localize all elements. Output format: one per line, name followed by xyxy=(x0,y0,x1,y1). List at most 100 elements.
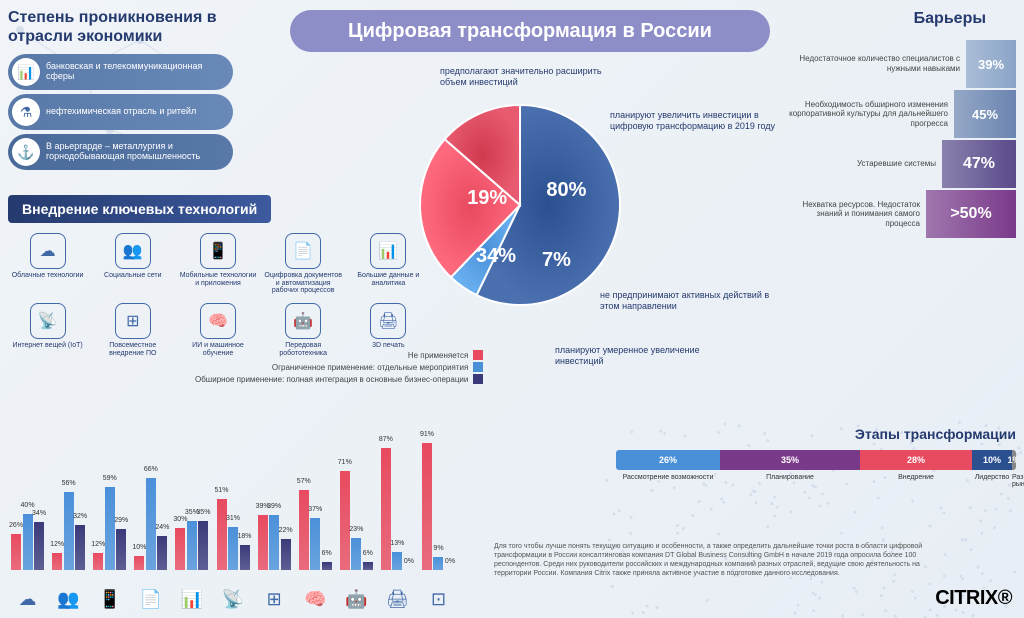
tech-label: Оцифровка документов и автоматизация раб… xyxy=(264,272,343,295)
pen-text: нефтехимическая отрасль и ритейл xyxy=(46,107,196,117)
pie-value: 7% xyxy=(542,249,571,272)
bar-category-icon: 📄 xyxy=(131,589,170,610)
bar-category-icon: ⊡ xyxy=(419,589,458,610)
bar-value: 39% xyxy=(267,503,281,510)
stage-segment: 28% xyxy=(860,450,972,470)
stage-segment: 10% xyxy=(972,450,1012,470)
tech-label: Социальные сети xyxy=(93,272,172,280)
legend-swatch xyxy=(473,350,483,360)
bar-value: 71% xyxy=(338,459,352,466)
barrier-value: 39% xyxy=(966,40,1016,88)
bar: 6% xyxy=(322,562,332,570)
bar-value: 51% xyxy=(215,487,229,494)
bar-value: 12% xyxy=(91,541,105,548)
bar: 56% xyxy=(64,492,74,570)
barriers-title: Барьеры xyxy=(786,10,1016,28)
bar-value: 59% xyxy=(103,475,117,482)
pie-chart: 80%7%34%19% xyxy=(410,95,630,315)
bar-category-icon: 📡 xyxy=(213,589,252,610)
pen-text: В арьергарде – металлургия и горнодобыва… xyxy=(46,142,225,162)
stage-segment: 35% xyxy=(720,450,860,470)
bar: 22% xyxy=(281,539,291,570)
stage-segment: 1% xyxy=(1012,450,1016,470)
bar-group: 12%59%29% xyxy=(90,420,129,570)
bar: 12% xyxy=(93,553,103,570)
bar: 9% xyxy=(433,557,443,570)
bar-value: 87% xyxy=(379,436,393,443)
tech-icon: 👥 xyxy=(115,233,151,269)
bar: 13% xyxy=(392,552,402,570)
bar-value: 0% xyxy=(404,558,414,565)
barrier-value: 47% xyxy=(942,140,1016,188)
bar-category-icon: 👥 xyxy=(49,589,88,610)
legend-swatch xyxy=(473,362,483,372)
stage-label: Внедрение xyxy=(860,474,972,488)
barrier-value: 45% xyxy=(954,90,1016,138)
stages-title: Этапы трансформации xyxy=(616,426,1016,442)
tech-icon: ☁ xyxy=(30,233,66,269)
barrier-row: Устаревшие системы47% xyxy=(786,140,1016,188)
bar-group: 39%39%22% xyxy=(255,420,294,570)
tech-item: 👥 Социальные сети xyxy=(93,233,172,295)
bar-value: 12% xyxy=(50,541,64,548)
bar-value: 34% xyxy=(32,510,46,517)
bar: 39% xyxy=(269,515,279,570)
tech-icon: 📡 xyxy=(30,303,66,339)
bar-value: 32% xyxy=(73,513,87,520)
bar-value: 91% xyxy=(420,431,434,438)
brand-logo: CITRIX® xyxy=(935,587,1012,610)
bar-value: 57% xyxy=(297,478,311,485)
tech-label: Интернет вещей (IoT) xyxy=(8,342,87,350)
bar-value: 37% xyxy=(308,506,322,513)
bar-value: 24% xyxy=(155,524,169,531)
bar-group: 71%23%6% xyxy=(337,420,376,570)
legend-swatch xyxy=(473,374,483,384)
pen-text: банковская и телекоммуникационная сферы xyxy=(46,62,225,82)
bar-value: 56% xyxy=(62,480,76,487)
legend-item: Обширное применение: полная интеграция в… xyxy=(195,374,483,384)
pie-callout: предполагают значительно расширить объем… xyxy=(440,66,610,88)
bar-value: 6% xyxy=(322,550,332,557)
bar: 51% xyxy=(217,499,227,570)
bar: 39% xyxy=(258,515,268,570)
bar-category-icon: ☁ xyxy=(8,589,47,610)
barrier-row: Необходимость обширного изменения корпор… xyxy=(786,90,1016,138)
tech-item: ☁ Облачные технологии xyxy=(8,233,87,295)
tech-icon: 🤖 xyxy=(285,303,321,339)
bar-group: 10%66%24% xyxy=(131,420,170,570)
tech-label: Повсеместное внедрение ПО xyxy=(93,342,172,357)
bar-group: 30%35%35% xyxy=(172,420,211,570)
bar-group: 51%31%18% xyxy=(213,420,252,570)
bar-group: 91%9%0% xyxy=(419,420,458,570)
bar-category-icon: 📱 xyxy=(90,589,129,610)
barrier-row: Недостаточное количество специалистов с … xyxy=(786,40,1016,88)
tech-icon: 📱 xyxy=(200,233,236,269)
tech-icon: 📊 xyxy=(370,233,406,269)
bar: 24% xyxy=(157,536,167,570)
bar: 59% xyxy=(105,487,115,570)
pie-value: 80% xyxy=(546,179,586,202)
bar-category-icon: 🤖 xyxy=(337,589,376,610)
bar: 91% xyxy=(422,443,432,570)
bar: 37% xyxy=(310,518,320,570)
bar-category-icon: 🖨 xyxy=(378,589,417,610)
penetration-item: 📊банковская и телекоммуникационная сферы xyxy=(8,54,233,90)
stage-label: Разрыв рынка xyxy=(1012,474,1016,488)
legend-item: Ограниченное применение: отдельные мероп… xyxy=(195,362,483,372)
bar: 6% xyxy=(363,562,373,570)
barrier-text: Недостаточное количество специалистов с … xyxy=(786,54,966,73)
tech-label: 3D печать xyxy=(349,342,428,350)
main-title: Цифровая трансформация в России xyxy=(290,10,770,52)
stage-label: Планирование xyxy=(720,474,860,488)
pen-icon: ⚗ xyxy=(12,98,40,126)
bar: 35% xyxy=(198,521,208,570)
bar-group: 26%40%34% xyxy=(8,420,47,570)
barrier-text: Необходимость обширного изменения корпор… xyxy=(786,100,954,129)
tech-label: Облачные технологии xyxy=(8,272,87,280)
penetration-header: Степень проникновения в отрасли экономик… xyxy=(8,8,233,46)
legend-item: Не применяется xyxy=(195,350,483,360)
bar: 26% xyxy=(11,534,21,570)
bar-value: 31% xyxy=(226,515,240,522)
legend-label: Ограниченное применение: отдельные мероп… xyxy=(272,363,468,372)
tech-item: 📱Мобильные технологии и приложения xyxy=(178,233,257,295)
